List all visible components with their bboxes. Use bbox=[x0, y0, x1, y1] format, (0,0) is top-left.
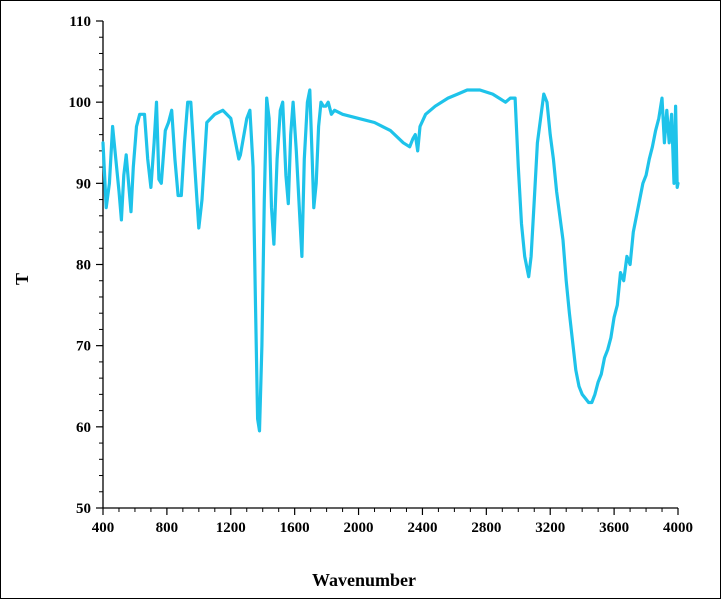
x-tick-label: 2000 bbox=[344, 520, 374, 536]
y-tick-group: 50 60 70 80 90 100 110 bbox=[69, 14, 103, 517]
y-axis-title: T bbox=[12, 273, 32, 285]
y-tick-label: 90 bbox=[76, 176, 91, 192]
x-tick-label: 1200 bbox=[216, 520, 246, 536]
y-tick-label: 70 bbox=[76, 339, 91, 355]
transmittance-series-line bbox=[101, 88, 680, 433]
x-tick-label: 2800 bbox=[471, 520, 501, 536]
x-tick-label: 400 bbox=[92, 520, 115, 536]
x-tick-group: 400 800 1200 1600 2000 2400 2800 3200 3600 4000 bbox=[92, 508, 693, 536]
y-tick-label: 50 bbox=[76, 501, 91, 517]
y-tick-label: 100 bbox=[69, 95, 92, 111]
x-tick-label: 800 bbox=[156, 520, 179, 536]
x-tick-label: 3600 bbox=[599, 520, 629, 536]
y-tick-label: 60 bbox=[76, 420, 91, 436]
x-tick-label: 2400 bbox=[407, 520, 437, 536]
x-tick-label: 1600 bbox=[280, 520, 310, 536]
x-tick-label: 4000 bbox=[663, 520, 693, 536]
x-axis-title: Wavenumber bbox=[312, 570, 416, 590]
x-tick-label: 3200 bbox=[535, 520, 565, 536]
axes bbox=[102, 21, 678, 509]
y-tick-label: 110 bbox=[69, 14, 91, 30]
y-tick-label: 80 bbox=[76, 258, 91, 274]
series-group bbox=[101, 88, 680, 433]
